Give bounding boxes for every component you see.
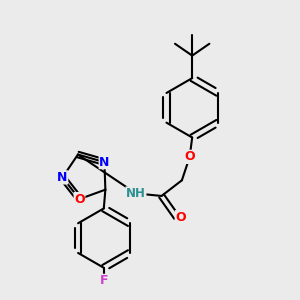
Text: N: N [99,156,110,169]
Text: O: O [74,193,85,206]
Text: NH: NH [126,187,146,200]
Text: N: N [57,171,68,184]
Text: O: O [184,150,195,164]
Text: F: F [100,274,108,287]
Text: O: O [175,211,186,224]
